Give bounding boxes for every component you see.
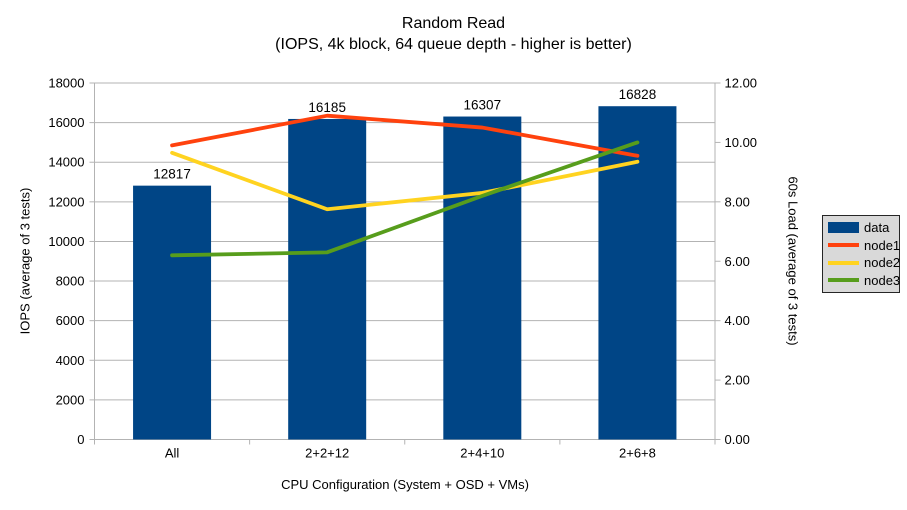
bar-data [288, 118, 367, 440]
right-axis-title: 60s Load (average of 3 tests) [785, 176, 801, 346]
left-axis-tick-label: 14000 [48, 155, 84, 170]
left-axis-tick-label: 12000 [48, 194, 84, 209]
left-axis-tick-label: 0 [77, 432, 84, 447]
bar-value-label: 16185 [308, 100, 346, 115]
line-series-node2 [170, 150, 640, 212]
chart-title: Random Read [401, 15, 506, 32]
left-axis-tick-label: 8000 [56, 274, 85, 289]
left-axis-tick-label: 10000 [48, 234, 84, 249]
left-axis-tick-label: 2000 [56, 392, 85, 407]
right-axis-tick-label: 12.00 [725, 76, 758, 91]
left-axis-tick-label: 16000 [48, 115, 84, 130]
right-axis-tick-label: 2.00 [725, 373, 750, 388]
x-axis-title: CPU Configuration (System + OSD + VMs) [281, 477, 529, 492]
legend: data node1 node2 node3 [822, 215, 900, 293]
bar-value-label: 12817 [153, 167, 191, 182]
bar-data [443, 116, 522, 440]
bar-value-label: 16828 [619, 87, 657, 102]
legend-label: node1 [864, 237, 901, 253]
legend-item-node2: node2 [828, 255, 901, 271]
legend-label: node3 [864, 272, 901, 288]
x-category-label: All [165, 446, 180, 461]
legend-line-swatch [828, 260, 859, 265]
right-axis-tick-label: 6.00 [725, 254, 750, 269]
legend-label: data [864, 220, 890, 236]
left-axis-title: IOPS (average of 3 tests) [17, 187, 33, 335]
bar-data [133, 185, 212, 440]
legend-line-swatch [828, 278, 859, 283]
x-category-label: 2+2+12 [305, 446, 349, 461]
left-axis-tick-label: 6000 [56, 313, 85, 328]
legend-item-data: data [828, 220, 899, 236]
legend-item-node1: node1 [828, 237, 901, 253]
right-axis-tick-label: 0.00 [725, 432, 750, 447]
right-axis-tick-label: 4.00 [725, 313, 750, 328]
legend-bar-swatch [828, 222, 859, 234]
legend-item-node3: node3 [828, 272, 901, 288]
bar-value-label: 16307 [464, 98, 502, 113]
right-axis-tick-label: 8.00 [725, 194, 750, 209]
left-axis-tick-label: 18000 [48, 76, 84, 91]
chart-subtitle: (IOPS, 4k block, 64 queue depth - higher… [275, 36, 632, 53]
x-category-label: 2+6+8 [619, 446, 656, 461]
x-category-label: 2+4+10 [460, 446, 504, 461]
line-series-node3 [170, 140, 640, 258]
line-series-node1 [170, 113, 640, 158]
right-axis-tick-label: 10.00 [725, 135, 758, 150]
legend-line-swatch [828, 243, 859, 248]
left-axis-tick-label: 4000 [56, 353, 85, 368]
legend-label: node2 [864, 255, 901, 271]
